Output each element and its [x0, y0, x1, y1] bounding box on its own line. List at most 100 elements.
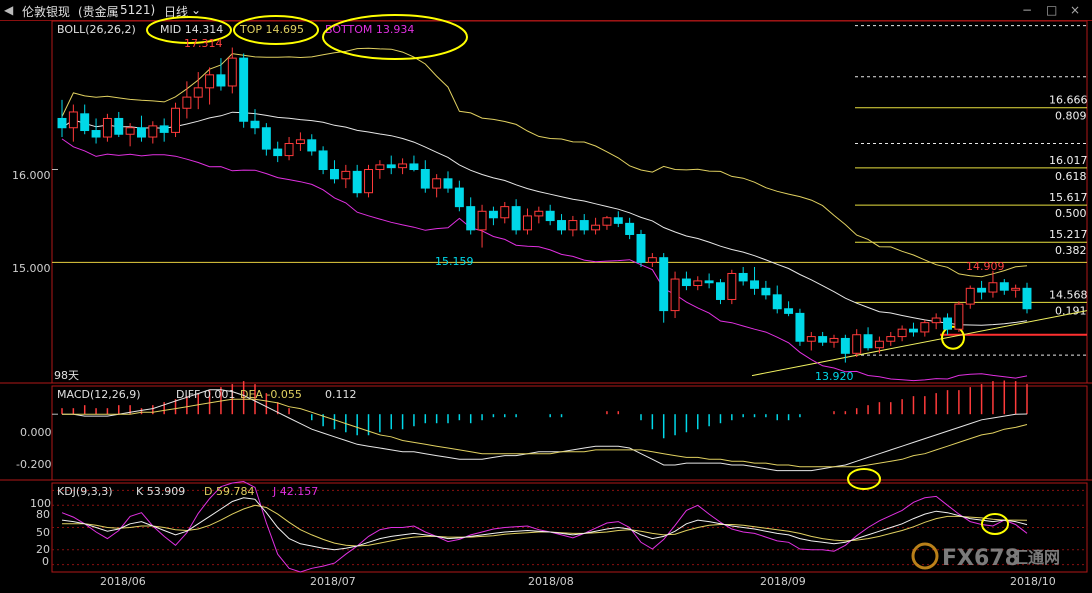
x-tick-jul: 2018/07	[310, 575, 356, 588]
candle-body	[670, 278, 680, 312]
candle-60	[738, 266, 748, 286]
candle-body	[613, 217, 623, 224]
macd-hist-label: 0.112	[325, 388, 357, 401]
candle-body	[931, 317, 941, 324]
candle-body	[727, 272, 737, 300]
kdj-label: KDJ(9,3,3)	[57, 485, 113, 498]
back-arrow-icon[interactable]: ◀	[4, 3, 14, 17]
candle-body	[307, 139, 317, 152]
candle-body	[852, 334, 862, 354]
candle-body	[761, 287, 771, 296]
candle-63	[772, 285, 782, 314]
symbol-title: 伦敦银现	[22, 5, 71, 19]
candle-body	[488, 210, 498, 219]
fib-price-4: 14.568	[1049, 288, 1088, 301]
candle-58	[715, 279, 725, 305]
kdj-tick-50: 50	[36, 526, 50, 539]
candle-body	[80, 113, 90, 132]
fib-price-0: 16.666	[1049, 94, 1088, 107]
candle-body	[409, 163, 419, 171]
candle-7	[136, 115, 146, 142]
candle-body	[500, 206, 510, 219]
y-tick-16: 16.000	[12, 169, 51, 182]
candle-81	[977, 280, 987, 300]
candle-body	[545, 210, 555, 222]
candle-body	[329, 169, 339, 180]
candle-70	[852, 329, 862, 358]
candle-body	[227, 57, 237, 87]
candle-body	[102, 117, 112, 138]
candle-body	[806, 336, 816, 342]
candle-33	[432, 174, 442, 198]
candle-50	[625, 217, 635, 240]
maximize-icon[interactable]: □	[1046, 3, 1058, 17]
candle-body	[840, 337, 850, 354]
boll-top-label: TOP 14.695	[239, 23, 304, 36]
candle-13	[205, 67, 215, 105]
candle-body	[863, 334, 873, 349]
candle-59	[727, 269, 737, 305]
symbol-category: (贵金属	[78, 5, 119, 19]
candle-77	[931, 313, 941, 330]
close-icon[interactable]: ×	[1070, 3, 1081, 17]
x-tick-sep: 2018/09	[760, 575, 806, 588]
candle-body	[171, 107, 181, 133]
candle-20	[284, 137, 294, 161]
candle-42	[534, 206, 544, 224]
x-tick-oct: 2018/10	[1010, 575, 1056, 588]
candle-body	[114, 117, 124, 135]
candle-6	[125, 123, 135, 147]
macd-diff-label: DIFF 0.001	[176, 388, 235, 401]
fib-price-3: 15.217	[1049, 228, 1088, 241]
candle-body	[659, 257, 669, 312]
candle-32	[420, 160, 430, 193]
candle-body	[999, 282, 1009, 291]
candle-body	[352, 170, 362, 194]
macd-label: MACD(12,26,9)	[57, 388, 141, 401]
candle-51	[636, 229, 646, 267]
low-price-label-2: 13.920	[815, 370, 854, 383]
candle-48	[602, 215, 612, 230]
fib-ratio-2: 0.500	[1055, 207, 1087, 220]
candle-74	[897, 325, 907, 342]
x-tick-aug: 2018/08	[528, 575, 574, 588]
period-selector[interactable]: 日线	[164, 5, 189, 19]
candle-body	[364, 169, 374, 194]
candle-54	[670, 271, 680, 319]
candle-body	[557, 220, 567, 231]
candle-body	[91, 130, 101, 138]
watermark-text: FX678	[942, 546, 1020, 571]
candle-55	[681, 271, 691, 291]
candle-body	[784, 308, 794, 314]
candle-9	[159, 118, 169, 142]
candle-8	[148, 121, 158, 144]
candle-body	[295, 139, 305, 145]
candle-49	[613, 211, 623, 228]
candle-body	[375, 164, 385, 171]
kdj-d-label: D 59.784	[204, 485, 254, 498]
kdj-tick-20: 20	[36, 543, 50, 556]
minimize-icon[interactable]: −	[1022, 3, 1033, 17]
kdj-tick-80: 80	[36, 508, 50, 521]
candle-12	[193, 72, 203, 110]
candle-body	[772, 294, 782, 310]
candle-body	[704, 280, 714, 284]
candle-body	[874, 340, 884, 349]
candle-body	[432, 178, 442, 189]
candle-body	[920, 322, 930, 333]
candle-body	[125, 127, 135, 135]
candle-52	[647, 253, 657, 267]
highlight-mid-circle	[146, 16, 232, 44]
candle-body	[284, 143, 294, 157]
candle-body	[647, 257, 657, 263]
macd-cross-highlight	[847, 468, 881, 490]
candle-body	[602, 217, 612, 226]
candle-61	[750, 266, 760, 295]
candle-body	[715, 282, 725, 300]
candle-66	[806, 331, 816, 351]
candle-44	[557, 214, 567, 235]
chevron-down-icon[interactable]: ⌄	[191, 3, 202, 17]
candle-body	[988, 282, 998, 293]
candle-23	[318, 146, 328, 175]
candle-body	[57, 117, 67, 129]
